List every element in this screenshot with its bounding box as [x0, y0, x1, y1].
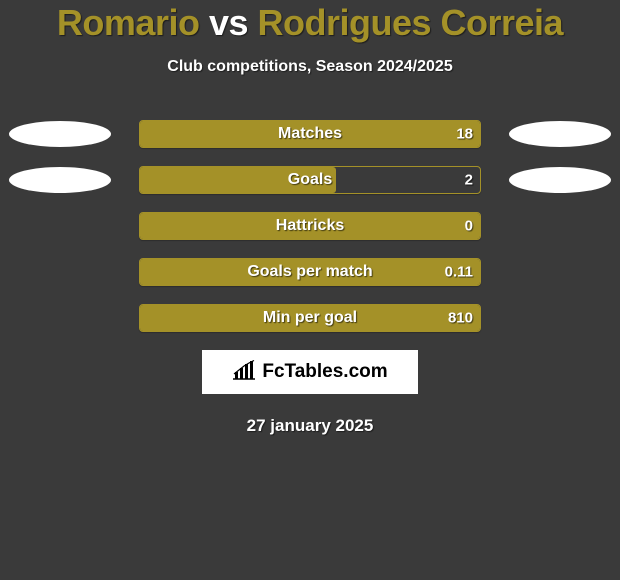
stat-bar: Goals 2 [139, 166, 481, 194]
stat-value: 0.11 [445, 264, 473, 281]
player-b-oval [509, 121, 611, 147]
stat-label: Goals [288, 171, 332, 189]
stat-bar: Hattricks 0 [139, 212, 481, 240]
stat-label: Goals per match [247, 263, 372, 281]
stat-value: 18 [456, 126, 473, 143]
stat-bar: Goals per match 0.11 [139, 258, 481, 286]
stats-bars: Matches 18 Goals 2 Hattricks 0 Goals per match… [0, 120, 620, 332]
subtitle: Club competitions, Season 2024/2025 [0, 58, 620, 76]
stat-row: Min per goal 810 [0, 304, 620, 332]
player-b-name: Rodrigues Correia [258, 2, 564, 43]
stat-row: Matches 18 [0, 120, 620, 148]
page-title: Romario vs Rodrigues Correia [0, 2, 620, 44]
stat-row: Hattricks 0 [0, 212, 620, 240]
stat-value: 2 [465, 172, 473, 189]
stat-label: Hattricks [276, 217, 344, 235]
stat-value: 810 [448, 310, 473, 327]
player-a-name: Romario [57, 2, 200, 43]
player-b-oval [509, 167, 611, 193]
stat-label: Min per goal [263, 309, 357, 327]
stat-row: Goals 2 [0, 166, 620, 194]
stat-row: Goals per match 0.11 [0, 258, 620, 286]
stat-bar: Min per goal 810 [139, 304, 481, 332]
bar-chart-icon [232, 360, 256, 385]
stat-bar: Matches 18 [139, 120, 481, 148]
player-a-oval [9, 167, 111, 193]
stat-value: 0 [465, 218, 473, 235]
vs-separator: vs [199, 2, 257, 43]
source-logo: FcTables.com [202, 350, 418, 394]
date-line: 27 january 2025 [0, 416, 620, 436]
stat-label: Matches [278, 125, 342, 143]
comparison-infographic: Romario vs Rodrigues Correia Club compet… [0, 0, 620, 436]
player-a-oval [9, 121, 111, 147]
logo-text: FcTables.com [262, 361, 387, 383]
